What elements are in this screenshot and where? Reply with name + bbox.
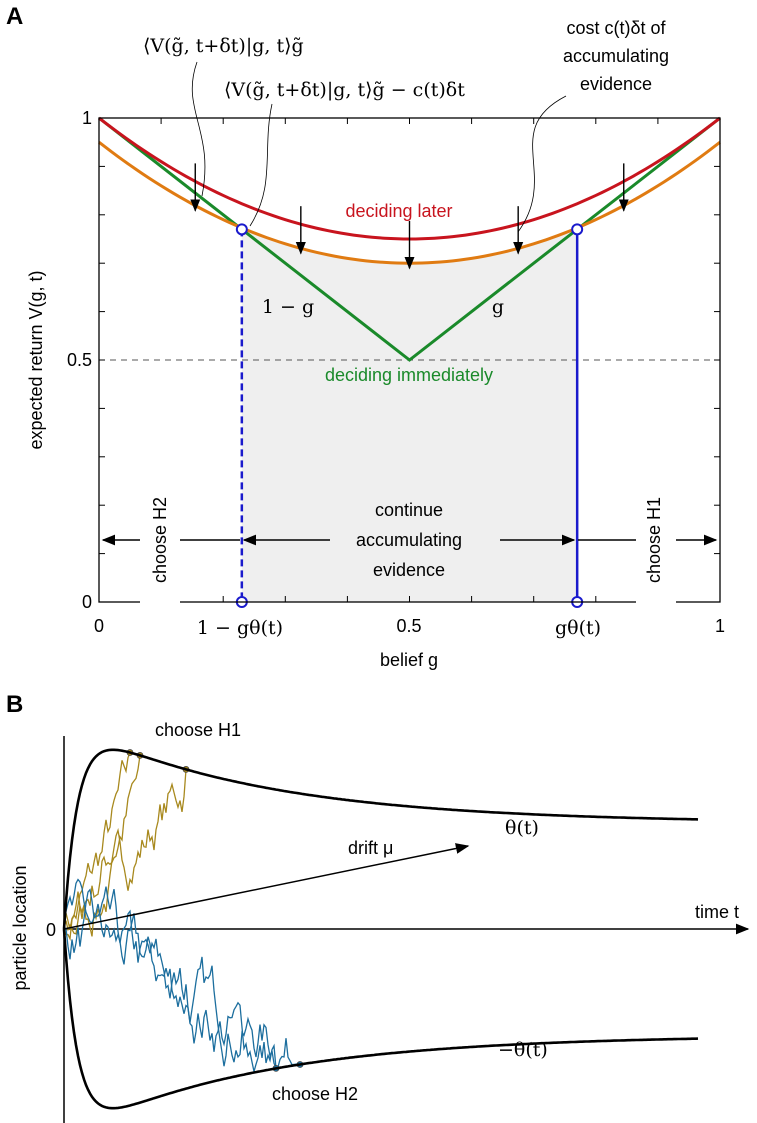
boundary-left-top-marker xyxy=(235,223,248,236)
axis-ticks xyxy=(98,117,721,603)
y-tick-label: 0 xyxy=(82,592,92,612)
label-choose-h1: choose H1 xyxy=(644,497,664,583)
y-tick-label: 1 xyxy=(82,108,92,128)
panel-a-label: A xyxy=(6,3,23,30)
leader-expectation-minus-cost xyxy=(249,103,273,227)
x-tick-label-lower-threshold: 1 − gθ(t) xyxy=(197,617,283,639)
series-theta xyxy=(62,748,699,930)
y-tick-label: 0.5 xyxy=(67,350,92,370)
trajectory-h1 xyxy=(63,752,131,930)
label-cost-line1: cost c(t)δt of xyxy=(566,18,666,38)
x-axis-label: time t xyxy=(695,902,739,922)
label-choose-h2: choose H2 xyxy=(272,1084,358,1104)
trajectory-h2 xyxy=(63,878,277,1072)
trajectory-h2 xyxy=(63,888,301,1069)
label-expectation: ⟨V(g̃, t+δt)|g, t⟩g̃ xyxy=(143,35,304,57)
label-continue-line2: accumulating xyxy=(356,530,462,550)
series-deciding-immediately xyxy=(98,116,721,362)
x-tick-label: 0 xyxy=(94,616,104,636)
panel-a-chart: 1 0.5 0 0 0.5 1 1 − gθ(t) gθ(t) belief g… xyxy=(26,18,725,670)
panel-b-chart: drift μ 0 time t particle location θ(t) … xyxy=(10,720,750,1123)
label-right-slope: g xyxy=(492,296,504,318)
label-continue-line3: evidence xyxy=(373,560,445,580)
label-choose-h1: choose H1 xyxy=(155,720,241,740)
label-bg-choose-h1 xyxy=(636,470,676,610)
x-axis-label: belief g xyxy=(380,650,438,670)
label-expectation-minus-cost: ⟨V(g̃, t+δt)|g, t⟩g̃ − c(t)δt xyxy=(224,79,465,101)
x-tick-label: 0.5 xyxy=(396,616,421,636)
trajectories xyxy=(63,749,304,1072)
continue-region-shade xyxy=(241,227,578,603)
trajectory-h1 xyxy=(63,755,141,942)
label-deciding-later: deciding later xyxy=(345,201,452,221)
series-minus-theta xyxy=(62,928,699,1110)
label-bg-choose-h2 xyxy=(140,470,180,610)
label-theta: θ(t) xyxy=(505,817,539,839)
label-deciding-immediately: deciding immediately xyxy=(325,365,493,385)
label-left-slope: 1 − g xyxy=(262,296,314,318)
panel-b-label: B xyxy=(6,691,23,718)
cost-arrows xyxy=(190,163,629,270)
x-tick-label-upper-threshold: gθ(t) xyxy=(555,617,601,639)
x-tick-label: 1 xyxy=(715,616,725,636)
leader-cost xyxy=(517,95,567,233)
drift-arrow xyxy=(63,843,470,930)
label-minus-theta: −θ(t) xyxy=(498,1039,548,1061)
y-axis-label: particle location xyxy=(10,865,30,990)
label-continue-line1: continue xyxy=(375,500,443,520)
trajectory-h1 xyxy=(63,769,187,937)
boundary-right-top-marker xyxy=(571,223,584,236)
label-cost-line2: accumulating xyxy=(563,46,669,66)
label-zero: 0 xyxy=(46,920,56,940)
leader-expectation xyxy=(191,61,206,197)
label-cost-line3: evidence xyxy=(580,74,652,94)
label-choose-h2: choose H2 xyxy=(150,497,170,583)
y-axis-label: expected return V(g, t) xyxy=(26,270,46,449)
label-drift: drift μ xyxy=(348,838,393,858)
